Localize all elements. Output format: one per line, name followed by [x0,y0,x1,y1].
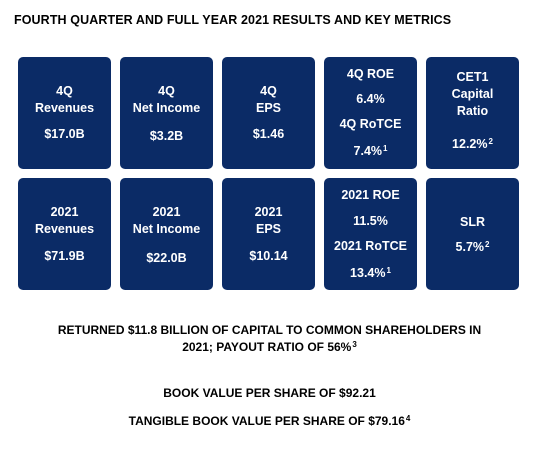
page-title: FOURTH QUARTER AND FULL YEAR 2021 RESULT… [14,13,452,27]
tile-label: 2021 [152,205,181,219]
footnote-marker: 4 [405,414,411,423]
tile-value: 7.4%1 [324,144,417,159]
capital-return-line1: RETURNED $11.8 BILLION OF CAPITAL TO COM… [57,323,482,337]
tile-label: 2021 [50,205,79,219]
footnote-marker: 2 [485,240,490,249]
tile-cet1-capital-ratio: CET1 Capital Ratio 12.2%2 [426,57,519,169]
capital-return-line2: 2021; PAYOUT RATIO OF 56%3 [0,339,539,356]
tile-value: 6.4% [356,92,385,106]
capital-return-line2-text: 2021; PAYOUT RATIO OF 56% [182,340,352,354]
tile-value: 12.2%2 [426,137,519,152]
tile-label: 4Q [158,84,175,98]
tile-slr: SLR 5.7%2 [426,178,519,290]
tile-value: $22.0B [146,251,187,265]
tile-label: EPS [255,101,281,115]
book-value-statement: BOOK VALUE PER SHARE OF $92.21 [163,386,376,400]
tile-2021-roe-rotce: 2021 ROE 11.5% 2021 RoTCE 13.4%1 [324,178,417,290]
tile-value: $3.2B [149,129,184,143]
footnote-marker: 2 [488,137,493,146]
tile-label: Capital [451,87,494,101]
tile-label: 2021 ROE [341,188,400,202]
tile-label: 4Q [260,84,277,98]
tile-value: $10.14 [249,249,288,263]
tile-label: 4Q RoTCE [339,117,402,131]
tile-label: Revenues [34,222,95,236]
tile-value: 13.4%1 [324,266,417,281]
tile-label: Revenues [34,101,95,115]
tile-label: CET1 [456,70,489,84]
tile-label: 4Q [56,84,73,98]
tile-value-text: 12.2% [452,137,488,151]
tile-value-text: 13.4% [350,266,386,280]
tile-label: Net Income [132,222,201,236]
tile-2021-revenues: 2021 Revenues $71.9B [18,178,111,290]
footnote-marker: 3 [352,340,357,349]
tile-value: 5.7%2 [426,240,519,255]
tile-label: SLR [460,215,485,229]
footnote-marker: 1 [386,266,391,275]
tangible-book-value-text: TANGIBLE BOOK VALUE PER SHARE OF $79.16 [128,414,405,428]
tile-label: 2021 RoTCE [334,239,407,253]
tile-value: $71.9B [44,249,85,263]
tile-4q-eps: 4Q EPS $1.46 [222,57,315,169]
tile-2021-eps: 2021 EPS $10.14 [222,178,315,290]
tile-label: 4Q ROE [346,67,395,81]
tile-2021-net-income: 2021 Net Income $22.0B [120,178,213,290]
tile-label: EPS [255,222,281,236]
tile-4q-revenues: 4Q Revenues $17.0B [18,57,111,169]
tile-label: 2021 [254,205,283,219]
tile-value-text: 5.7% [455,240,485,254]
tile-label: Net Income [132,101,201,115]
capital-return-statement: RETURNED $11.8 BILLION OF CAPITAL TO COM… [0,322,539,356]
tile-4q-roe-rotce: 4Q ROE 6.4% 4Q RoTCE 7.4%1 [324,57,417,169]
tile-value-text: 7.4% [353,144,383,158]
tile-4q-net-income: 4Q Net Income $3.2B [120,57,213,169]
metrics-grid: 4Q Revenues $17.0B 4Q Net Income $3.2B 4… [18,57,519,290]
tile-value: $1.46 [252,127,285,141]
tile-value: 11.5% [353,214,388,228]
footnote-marker: 1 [383,144,388,153]
tile-value: $17.0B [44,127,85,141]
tangible-book-value-statement: TANGIBLE BOOK VALUE PER SHARE OF $79.164 [0,413,539,430]
tile-label: Ratio [456,104,489,118]
